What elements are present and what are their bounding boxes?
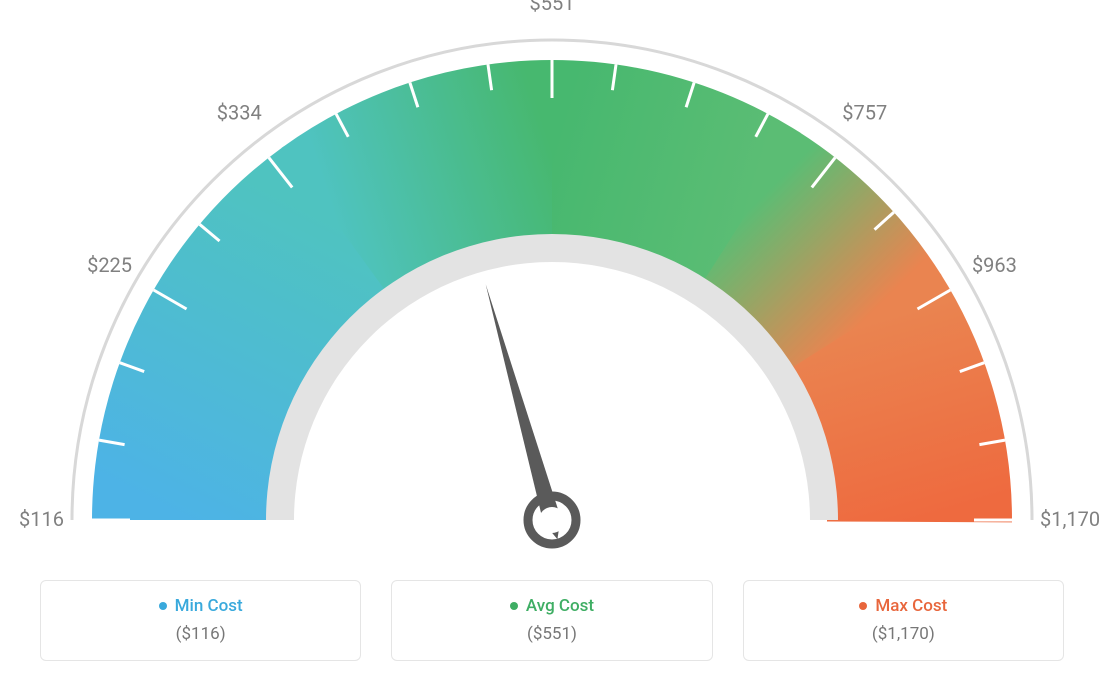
dot-icon	[159, 602, 167, 610]
gauge-tick-label: $551	[530, 0, 575, 15]
dot-icon	[859, 602, 867, 610]
gauge-tick-label: $1,170	[1040, 507, 1100, 531]
legend-card-min: Min Cost ($116)	[40, 580, 361, 661]
gauge-tick-label: $757	[842, 101, 887, 125]
legend-value: ($1,170)	[744, 624, 1063, 644]
dot-icon	[510, 602, 518, 610]
gauge-chart: $116 $225 $334 $551 $757 $963 $1,170	[0, 0, 1104, 560]
legend-row: Min Cost ($116) Avg Cost ($551) Max Cost…	[0, 580, 1104, 661]
legend-title-min: Min Cost	[159, 596, 243, 616]
legend-value: ($116)	[41, 624, 360, 644]
gauge-needle	[486, 284, 561, 539]
gauge-tick-label: $116	[19, 507, 64, 531]
legend-title-avg: Avg Cost	[510, 596, 594, 616]
legend-title-max: Max Cost	[859, 596, 947, 616]
legend-label: Min Cost	[175, 596, 243, 616]
legend-card-max: Max Cost ($1,170)	[743, 580, 1064, 661]
gauge-svg: $116 $225 $334 $551 $757 $963 $1,170	[0, 0, 1104, 560]
gauge-tick-label: $225	[87, 253, 132, 277]
gauge-hub-inner	[539, 507, 565, 533]
legend-label: Max Cost	[875, 596, 947, 616]
legend-value: ($551)	[392, 624, 711, 644]
legend-label: Avg Cost	[526, 596, 594, 616]
gauge-tick-label: $963	[972, 253, 1017, 277]
gauge-tick-label: $334	[217, 101, 262, 125]
legend-card-avg: Avg Cost ($551)	[391, 580, 712, 661]
